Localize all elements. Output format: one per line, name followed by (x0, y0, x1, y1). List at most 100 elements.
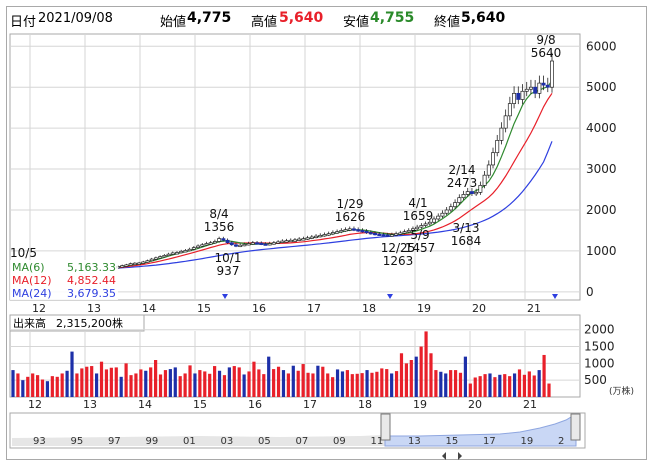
volume-bar (439, 371, 443, 397)
candle (545, 77, 550, 93)
volume-bar (168, 369, 172, 397)
volume-bar (345, 370, 349, 397)
candle-body (149, 258, 154, 262)
navigator-x-tick-label: 99 (146, 436, 159, 447)
high-label: 高値 (251, 15, 278, 30)
volume-bar (414, 356, 418, 397)
candle (326, 231, 331, 236)
candle (284, 238, 289, 243)
volume-bar (50, 376, 54, 397)
candle (550, 52, 554, 93)
scroll-right-icon[interactable] (458, 452, 462, 460)
candle-body (183, 250, 188, 253)
annotation-price: 1457 (405, 241, 436, 255)
volume-bar (60, 373, 64, 397)
candle-body (381, 234, 386, 237)
volume-bar (281, 370, 286, 397)
volume-bar (134, 373, 138, 397)
candle-body (263, 243, 268, 246)
volume-bar (532, 375, 536, 397)
candle-body (495, 140, 500, 154)
volume-bar (173, 367, 177, 397)
candle-body (545, 84, 550, 88)
candle (267, 241, 272, 246)
candle (537, 75, 542, 99)
candle (448, 203, 453, 213)
candle (250, 240, 255, 245)
volume-bar (262, 374, 266, 397)
volume-bar (390, 373, 394, 397)
volume-bar (70, 351, 74, 397)
candle-body (482, 174, 487, 186)
volume-bar (517, 369, 522, 397)
volume-bar (335, 369, 340, 397)
candle (507, 96, 512, 121)
candle (191, 246, 196, 251)
legend-value: 5,163.33 (67, 261, 116, 274)
volume-bar (355, 373, 359, 397)
volume-bar (409, 360, 413, 397)
price-panel: 0 1000 2000 3000 4000 5000 6000 12 13 14 15 16 17 18… (9, 33, 617, 315)
candle-body (242, 243, 247, 247)
candle-body (267, 243, 272, 246)
navigator-x-tick-label: 97 (108, 436, 121, 447)
volume-x-tick-label: 13 (83, 398, 97, 411)
candle (402, 229, 407, 235)
candle (196, 244, 201, 249)
candle (339, 228, 344, 234)
legend-name: MA(24) (12, 287, 52, 300)
open-label: 始値 (160, 15, 187, 30)
low-label: 安値 (343, 15, 370, 30)
scroll-left-icon[interactable] (442, 452, 446, 460)
annotation-price: 1684 (451, 234, 482, 248)
line-ma12 (117, 92, 553, 269)
candle-body (124, 264, 129, 267)
candle-body (196, 245, 201, 248)
navigator-left-handle[interactable] (380, 413, 391, 441)
candle-body (499, 127, 504, 141)
volume-bar (45, 381, 50, 397)
volume-y-tick-label: 2000 (584, 323, 615, 337)
volume-bar (247, 371, 251, 397)
volume-bar (16, 373, 20, 397)
volume-bar (493, 377, 497, 397)
volume-bar (547, 383, 551, 397)
volume-x-tick-label: 17 (303, 398, 317, 411)
candle (145, 259, 150, 263)
candle (533, 80, 538, 99)
range-navigator[interactable]: 93 95 97 99 01 03 05 07 09 11 13 15 17 19 2 (9, 412, 586, 460)
candle-body (335, 231, 340, 234)
volume-bar (385, 369, 389, 397)
price-y-tick-label: 3000 (586, 162, 617, 176)
candle (212, 239, 217, 244)
candle (259, 241, 264, 246)
volume-bar (478, 376, 482, 397)
candle-body (259, 242, 264, 245)
navigator-right-handle[interactable] (570, 413, 581, 441)
volume-x-tick-label: 21 (523, 398, 537, 411)
volume-x-tick-label: 15 (193, 398, 207, 411)
candle-body (528, 86, 533, 90)
candle (528, 79, 533, 95)
candle (200, 243, 205, 248)
candle (423, 221, 428, 228)
volume-bar (394, 371, 399, 397)
annotation-date: 5/9 (410, 228, 429, 242)
volume-bar (213, 366, 217, 397)
candle-body (250, 242, 255, 245)
candle-body (162, 255, 167, 258)
volume-bar (252, 361, 256, 397)
annotation-price: 1659 (403, 209, 434, 223)
candle-body (398, 232, 403, 235)
candle-body (120, 265, 125, 268)
candle-body (191, 247, 196, 250)
price-x-tick-label: 12 (32, 302, 46, 315)
candle-body (179, 250, 184, 254)
price-y-tick-label: 1000 (586, 244, 617, 258)
price-x-tick-label: 13 (87, 302, 101, 315)
volume-unit: (万株) (609, 385, 634, 397)
volume-bar (311, 373, 315, 397)
candle (461, 190, 466, 201)
candle-body (444, 209, 449, 214)
candle-body (225, 239, 230, 244)
